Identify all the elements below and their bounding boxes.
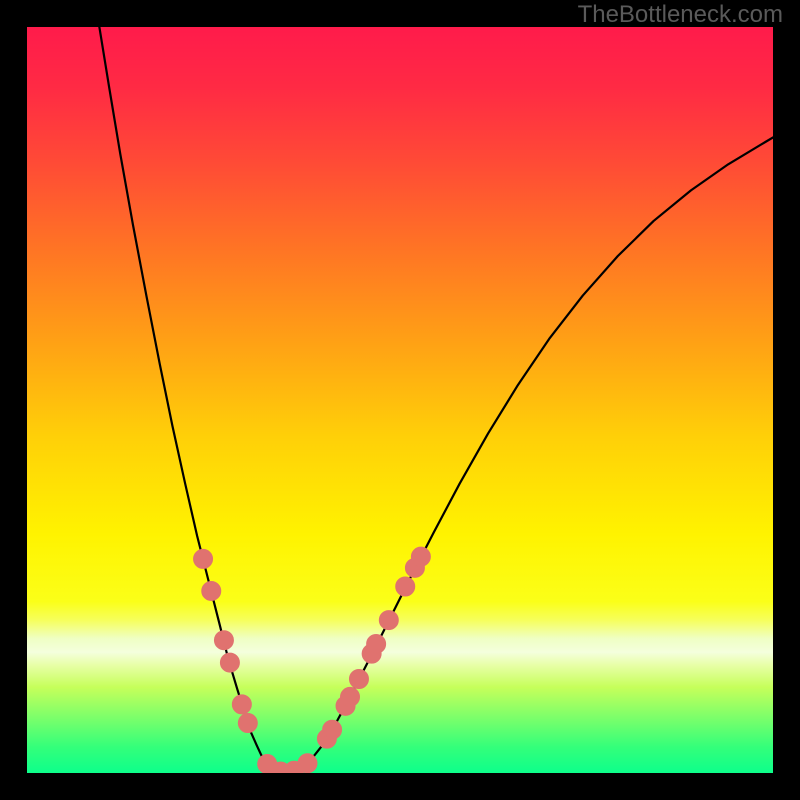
plot-area (27, 27, 773, 773)
data-marker (194, 549, 213, 568)
data-marker (379, 611, 398, 630)
data-marker (367, 634, 386, 653)
data-marker (341, 687, 360, 706)
data-marker (238, 714, 257, 733)
data-marker (232, 695, 251, 714)
watermark-text: TheBottleneck.com (578, 1, 783, 29)
chart-stage: TheBottleneck.com (0, 0, 800, 800)
data-marker (323, 720, 342, 739)
v-curve (99, 27, 773, 773)
data-marker (214, 631, 233, 650)
data-marker (411, 547, 430, 566)
data-marker (202, 581, 221, 600)
curve-layer (27, 27, 773, 773)
data-marker (298, 754, 317, 773)
data-marker (220, 653, 239, 672)
data-marker (349, 670, 368, 689)
data-marker (396, 577, 415, 596)
